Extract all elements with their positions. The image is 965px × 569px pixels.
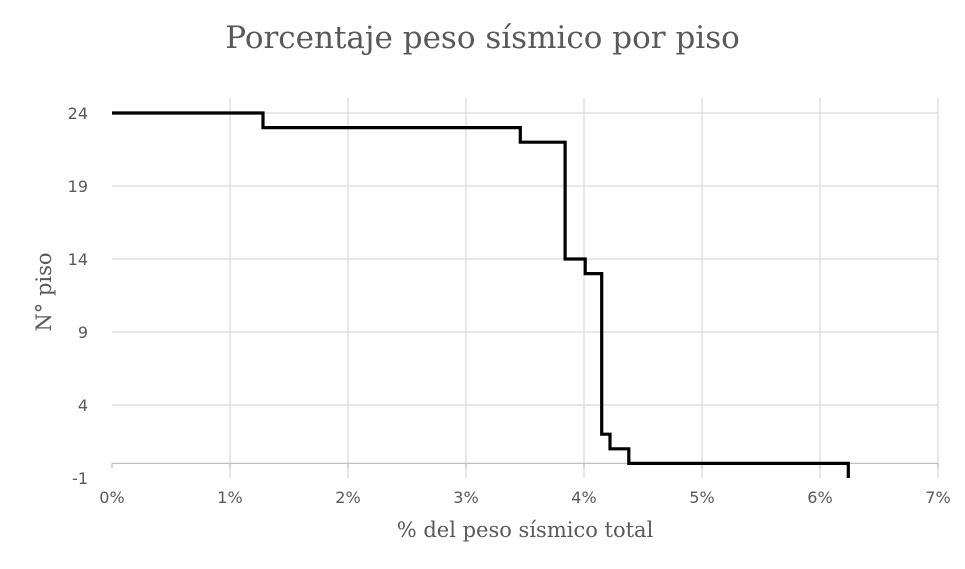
tick-labels: 0% 1% 2% 3% 4% 5% 6% 7% 24 19 14 9 4 -1 — [68, 104, 951, 507]
series-line — [112, 111, 850, 478]
grid-lines — [112, 98, 939, 478]
y-tick-label: 4 — [78, 396, 88, 415]
x-tick-label: 2% — [335, 488, 360, 507]
y-tick-label: -1 — [72, 469, 88, 488]
y-tick-label: 14 — [68, 250, 88, 269]
x-axis-label: % del peso sísmico total — [396, 518, 654, 542]
x-tick-label: 5% — [689, 488, 714, 507]
x-tick-label: 7% — [925, 488, 950, 507]
y-tick-label: 19 — [68, 177, 88, 196]
series-layer — [112, 111, 850, 478]
x-tick-label: 3% — [453, 488, 478, 507]
x-tick-label: 6% — [807, 488, 832, 507]
chart-title: Porcentaje peso sísmico por piso — [225, 20, 740, 56]
x-tick-label: 0% — [99, 488, 124, 507]
x-tick-label: 4% — [571, 488, 596, 507]
x-tick-label: 1% — [217, 488, 242, 507]
y-tick-label: 24 — [68, 104, 88, 123]
y-tick-label: 9 — [78, 323, 88, 342]
